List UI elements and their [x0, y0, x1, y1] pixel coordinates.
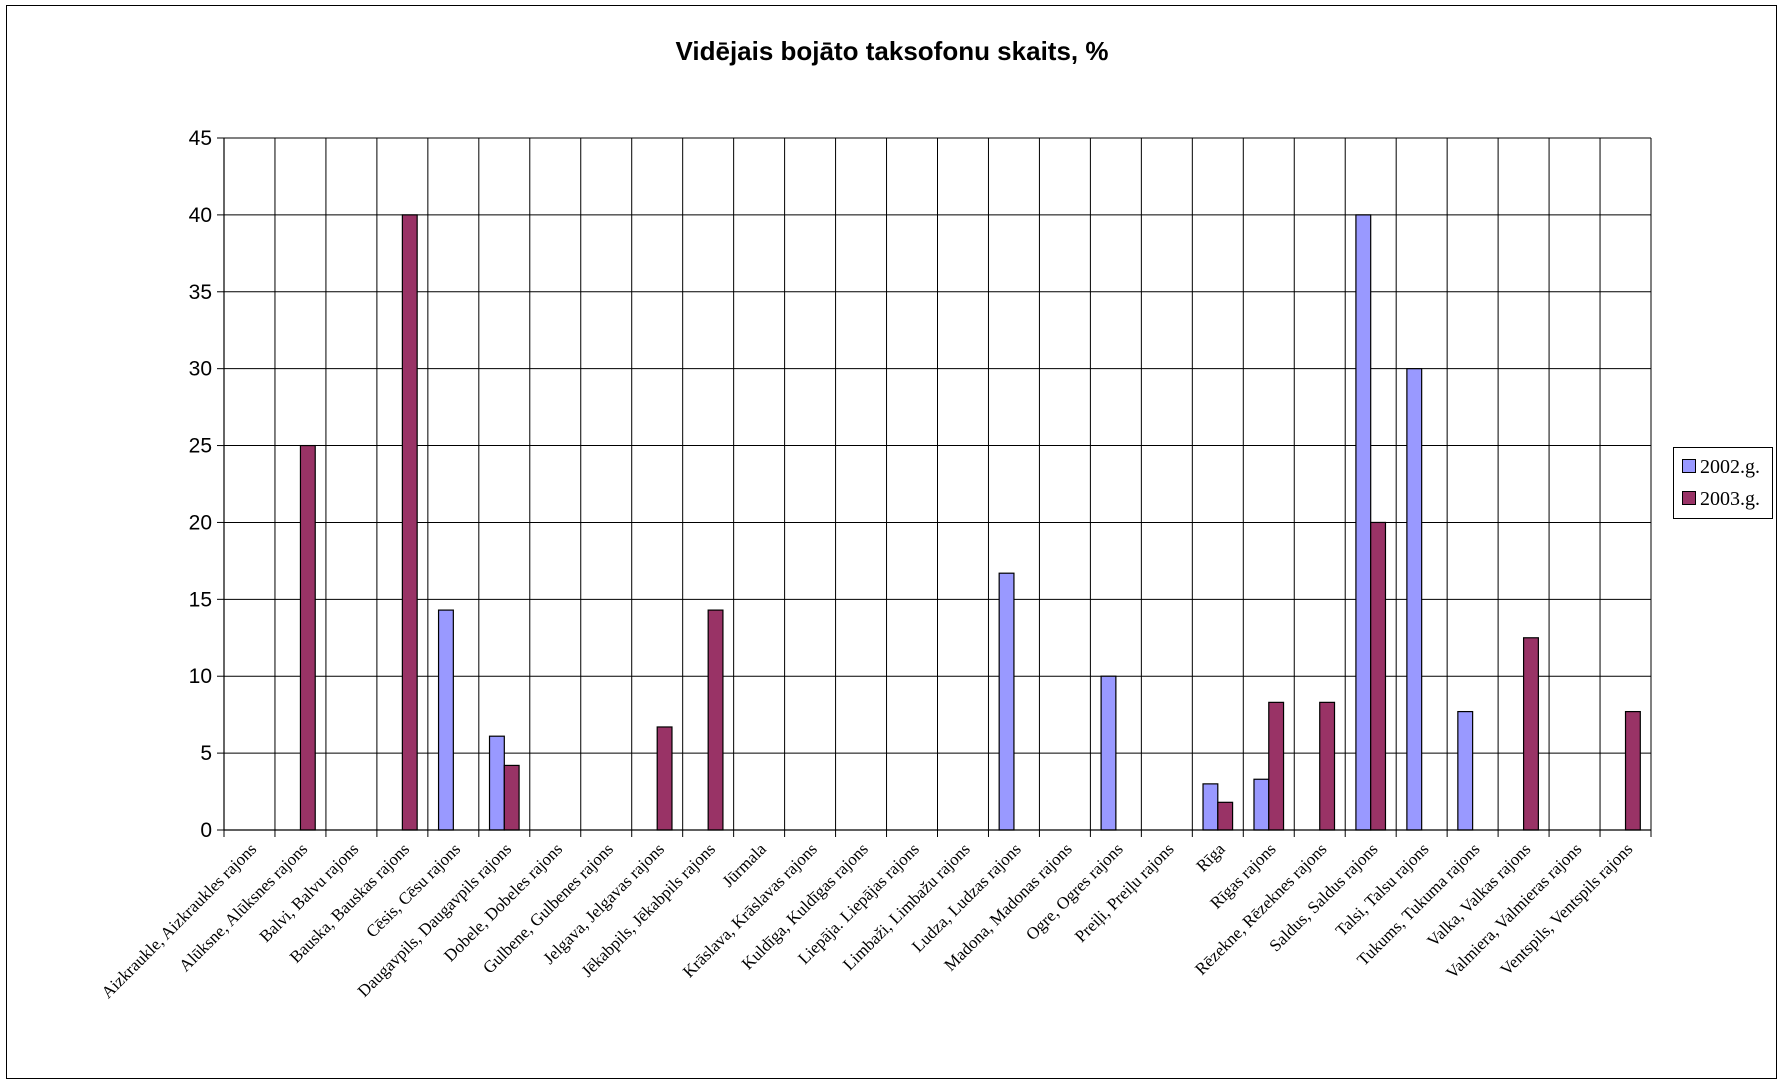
bar-2002g-24 — [1457, 710, 1474, 831]
bar-2002g-5 — [488, 735, 505, 831]
x-tick-label: Rīga — [1192, 839, 1228, 875]
chart-title: Vidējais bojāto taksofonu skaits, % — [675, 36, 1109, 66]
y-tick-label: 10 — [189, 665, 212, 688]
legend-item-2003: 2003.g. — [1682, 487, 1760, 511]
bar-2003g-20 — [1268, 701, 1285, 831]
legend: 2002.g. 2003.g. — [1673, 447, 1773, 519]
bar-2003g-25 — [1522, 637, 1539, 831]
bar-2003g-3 — [401, 214, 418, 831]
y-tick-label: 45 — [189, 127, 212, 150]
bar-2003g-9 — [707, 609, 724, 831]
y-tick-label: 0 — [200, 819, 212, 842]
y-tick-label: 30 — [189, 358, 212, 381]
bar-2003g-27 — [1624, 710, 1641, 831]
bar-2002g-15 — [998, 572, 1015, 831]
bars — [299, 214, 1641, 831]
bar-2002g-19 — [1202, 783, 1219, 831]
bar-2003g-1 — [299, 444, 316, 831]
y-tick-label: 20 — [189, 511, 212, 534]
y-tick-label: 15 — [189, 588, 212, 611]
y-tick-label: 5 — [200, 742, 212, 765]
legend-swatch-2003 — [1682, 491, 1696, 506]
legend-label-2002: 2002.g. — [1700, 456, 1760, 478]
legend-label-2003: 2003.g. — [1700, 488, 1760, 510]
bar-2002g-4 — [437, 609, 454, 831]
y-tick-label: 35 — [189, 281, 212, 304]
bar-2003g-8 — [656, 726, 673, 831]
bar-2002g-20 — [1253, 778, 1270, 831]
y-tick-label: 40 — [189, 204, 212, 227]
y-tick-labels: 0 5 10 15 20 25 30 35 40 45 — [189, 127, 212, 842]
bar-2003g-19 — [1217, 801, 1234, 831]
axes — [217, 137, 1652, 837]
bar-2002g-23 — [1406, 368, 1423, 831]
legend-item-2002: 2002.g. — [1682, 455, 1760, 479]
x-tick-label: Cēsis, Cēsu rajons — [362, 839, 464, 941]
bar-2002g-17 — [1100, 675, 1117, 831]
bar-2003g-22 — [1370, 521, 1387, 831]
x-tick-label: Talsi, Talsu rajons — [1332, 839, 1433, 940]
bar-2003g-21 — [1319, 701, 1336, 831]
x-tick-label: Preiļi, Preiļu rajons — [1071, 839, 1178, 946]
bar-2003g-5 — [503, 764, 520, 831]
bar-2002g-22 — [1355, 214, 1372, 831]
y-tick-label: 25 — [189, 435, 212, 458]
legend-swatch-2002 — [1682, 459, 1696, 474]
